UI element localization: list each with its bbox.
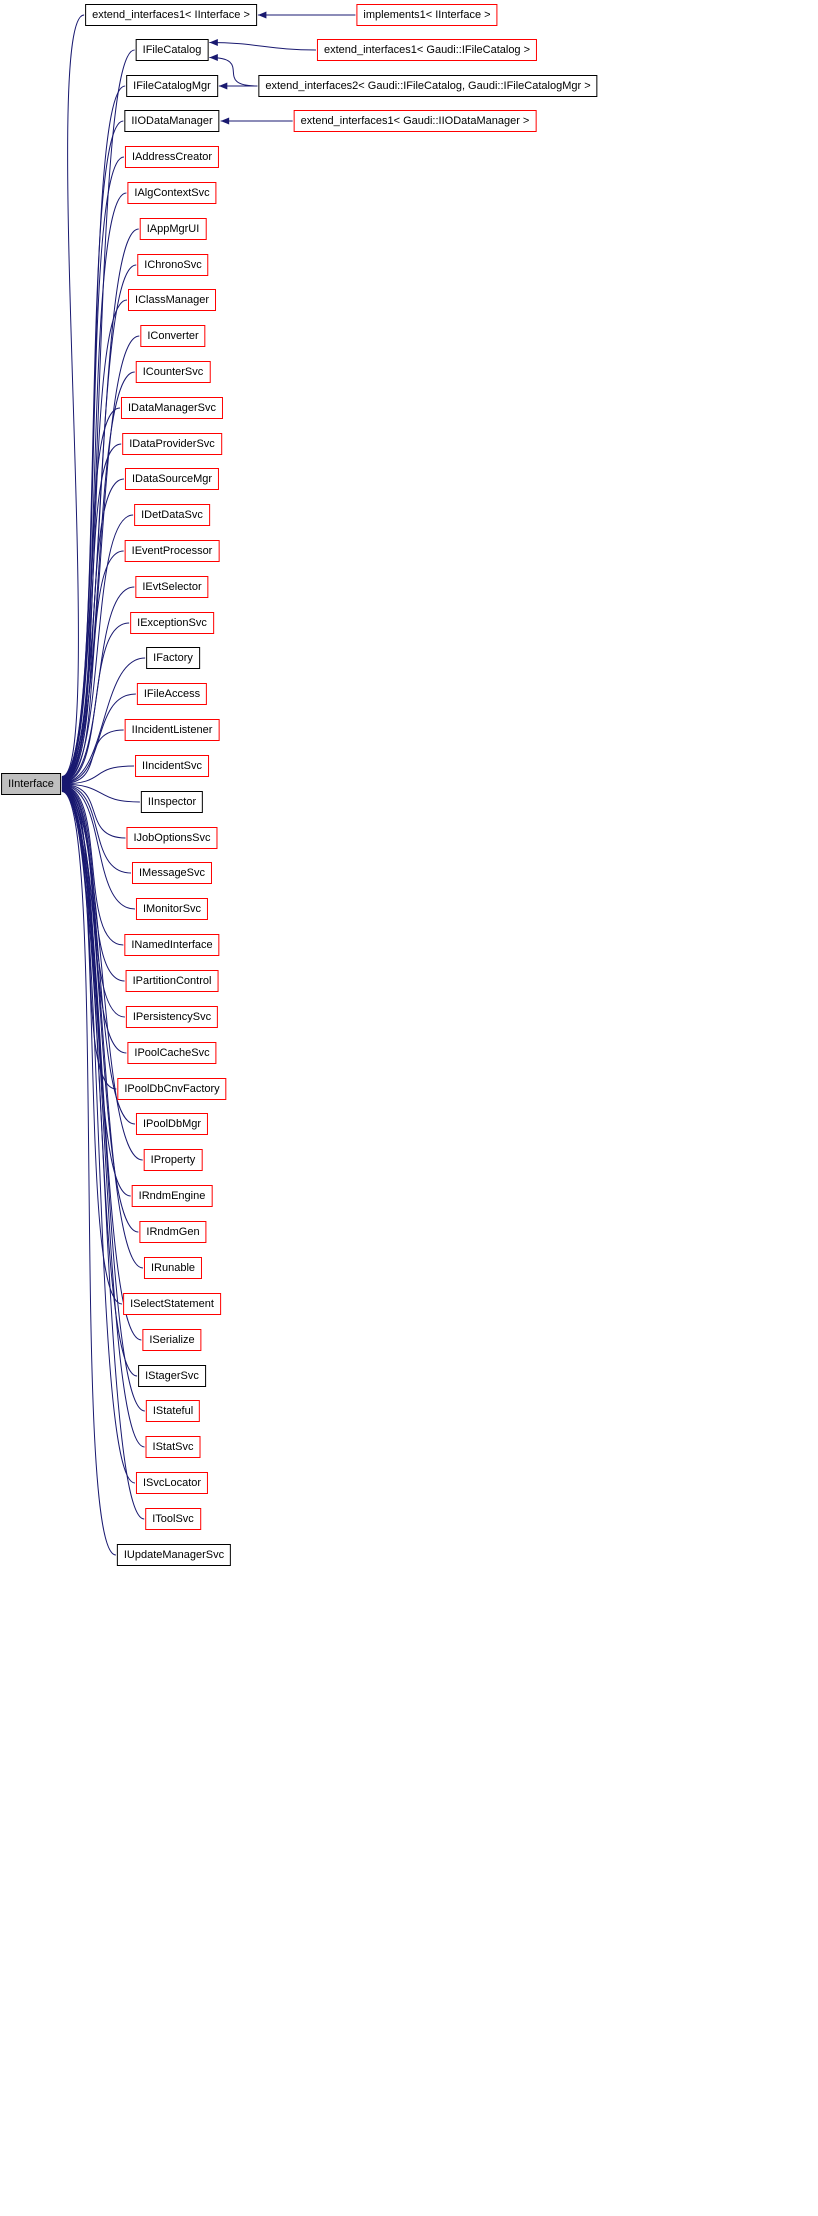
node-irndmengine[interactable]: IRndmEngine <box>131 1185 213 1207</box>
node-isvclocator[interactable]: ISvcLocator <box>135 1472 209 1494</box>
node-ipersistencysvc[interactable]: IPersistencySvc <box>125 1006 219 1028</box>
node-imonitorsvc[interactable]: IMonitorSvc <box>135 898 209 920</box>
inheritance-edge-iexceptionsvc-to-iinterface <box>61 622 130 786</box>
inheritance-edge-iselectstatement-to-iinterface <box>61 785 123 1305</box>
inheritance-edge-ipartitioncontrol-to-iinterface <box>61 782 125 982</box>
inheritance-edge-ievtselector-to-iinterface <box>61 586 135 786</box>
inheritance-edge-istatsvc-to-iinterface <box>61 787 145 1448</box>
node-imessagesvc[interactable]: IMessageSvc <box>131 862 213 884</box>
inheritance-edge-idatamanagersvc-to-iinterface <box>61 407 121 784</box>
inheritance-edge-ipersistencysvc-to-iinterface <box>61 782 125 1018</box>
node-iconverter[interactable]: IConverter <box>140 325 206 347</box>
node-ifactory[interactable]: IFactory <box>146 647 200 669</box>
node-iincidentlistener[interactable]: IIncidentListener <box>124 719 220 741</box>
node-idatamanagersvc[interactable]: IDataManagerSvc <box>120 397 224 419</box>
inheritance-edge-idataprovidersvc-to-iinterface <box>61 443 122 785</box>
inheritance-edge-itoolsvc-to-iinterface <box>61 787 145 1520</box>
inheritance-edge-iclassmanager-to-iinterface <box>61 299 128 783</box>
inheritance-edge-isvclocator-to-iinterface <box>61 787 136 1484</box>
node-ichronosvc[interactable]: IChronoSvc <box>137 254 209 276</box>
inheritance-edge-iinspector-to-iinterface <box>61 780 140 803</box>
node-icountersvc[interactable]: ICounterSvc <box>135 361 211 383</box>
inheritance-edge-iupdatemanagersvc-to-iinterface <box>61 788 116 1556</box>
node-iexceptionsvc[interactable]: IExceptionSvc <box>130 612 214 634</box>
node-iclassmanager[interactable]: IClassManager <box>128 289 216 311</box>
inheritance-edge-inamedinterface-to-iinterface <box>61 782 124 946</box>
node-iserialize[interactable]: ISerialize <box>142 1329 202 1351</box>
node-iincidentsvc[interactable]: IIncidentSvc <box>135 755 209 777</box>
inheritance-edge-ialgcontextsvc-to-iinterface <box>61 192 127 782</box>
inheritance-edge-iserialize-to-iinterface <box>61 786 142 1341</box>
inheritance-edge-ieventprocessor-to-iinterface <box>61 550 124 786</box>
node-idetdatasvc[interactable]: IDetDataSvc <box>134 504 210 526</box>
node-ipooldbcnvfactory[interactable]: IPoolDbCnvFactory <box>117 1078 227 1100</box>
inheritance-edge-idetdatasvc-to-iinterface <box>61 514 134 785</box>
node-implements1-iinterface[interactable]: implements1< IInterface > <box>356 4 498 26</box>
node-inamedinterface[interactable]: INamedInterface <box>124 934 220 956</box>
node-extend-interfaces1-gaudi-iiodatamanager[interactable]: extend_interfaces1< Gaudi::IIODataManage… <box>293 110 537 132</box>
inheritance-edge-iincidentsvc-to-iinterface <box>61 765 135 788</box>
node-ifilecatalog[interactable]: IFileCatalog <box>135 39 209 61</box>
inheritance-edge-ichronosvc-to-iinterface <box>61 264 137 783</box>
inheritance-edge-imonitorsvc-to-iinterface <box>61 781 135 910</box>
node-ijoboptionssvc[interactable]: IJobOptionsSvc <box>126 827 218 849</box>
node-idatasourcemgr[interactable]: IDataSourceMgr <box>124 468 220 490</box>
inheritance-edge-ijoboptionssvc-to-iinterface <box>61 781 126 839</box>
node-iupdatemanagersvc[interactable]: IUpdateManagerSvc <box>116 1544 232 1566</box>
inheritance-edge-iincidentlistener-to-iinterface <box>61 729 124 787</box>
node-irndmgen[interactable]: IRndmGen <box>139 1221 207 1243</box>
inheritance-edge-extend-interfaces1-gaudi-ifilecatalog-to-ifilecatalog <box>209 39 316 51</box>
inheritance-edge-ipooldbcnvfactory-to-iinterface <box>61 783 117 1090</box>
node-extend-interfaces1-iinterface[interactable]: extend_interfaces1< IInterface > <box>85 4 257 26</box>
inheritance-edge-irndmengine-to-iinterface <box>61 784 131 1197</box>
inheritance-edge-extend-interfaces1-iinterface-to-iinterface <box>61 14 85 780</box>
inheritance-edge-iiodatamanager-to-iinterface <box>61 120 124 781</box>
node-extend-interfaces2-gaudi-ifilecatalog-gaudi-ifilecatalogmgr[interactable]: extend_interfaces2< Gaudi::IFileCatalog,… <box>258 75 598 97</box>
node-idataprovidersvc[interactable]: IDataProviderSvc <box>122 433 222 455</box>
node-ifilecatalogmgr[interactable]: IFileCatalogMgr <box>126 75 218 97</box>
node-iinspector[interactable]: IInspector <box>140 791 204 813</box>
inheritance-edge-ipoolcachesvc-to-iinterface <box>61 783 127 1054</box>
node-istateful[interactable]: IStateful <box>145 1400 201 1422</box>
node-iselectstatement[interactable]: ISelectStatement <box>123 1293 221 1315</box>
inheritance-edge-iappmgrui-to-iinterface <box>61 228 139 782</box>
node-istatsvc[interactable]: IStatSvc <box>145 1436 201 1458</box>
inheritance-edge-idatasourcemgr-to-iinterface <box>61 478 124 785</box>
node-iaddresscreator[interactable]: IAddressCreator <box>124 146 220 168</box>
node-ipartitioncontrol[interactable]: IPartitionControl <box>125 970 219 992</box>
node-ialgcontextsvc[interactable]: IAlgContextSvc <box>127 182 217 204</box>
node-ipoolcachesvc[interactable]: IPoolCacheSvc <box>127 1042 217 1064</box>
inheritance-edge-ifilecatalogmgr-to-iinterface <box>61 85 126 781</box>
node-istagersvc[interactable]: IStagerSvc <box>138 1365 206 1387</box>
node-extend-interfaces1-gaudi-ifilecatalog[interactable]: extend_interfaces1< Gaudi::IFileCatalog … <box>316 39 538 61</box>
node-itoolsvc[interactable]: IToolSvc <box>145 1508 201 1530</box>
node-iinterface: IInterface <box>1 773 61 795</box>
node-iproperty[interactable]: IProperty <box>143 1149 203 1171</box>
inheritance-edge-imessagesvc-to-iinterface <box>61 781 131 874</box>
inheritance-edge-iaddresscreator-to-iinterface <box>61 156 125 782</box>
node-ifileaccess[interactable]: IFileAccess <box>136 683 208 705</box>
node-ipooldbmgr[interactable]: IPoolDbMgr <box>135 1113 209 1135</box>
node-iiodatamanager[interactable]: IIODataManager <box>124 110 220 132</box>
node-irunable[interactable]: IRunable <box>143 1257 203 1279</box>
node-iappmgrui[interactable]: IAppMgrUI <box>139 218 207 240</box>
node-ieventprocessor[interactable]: IEventProcessor <box>124 540 220 562</box>
node-ievtselector[interactable]: IEvtSelector <box>135 576 209 598</box>
